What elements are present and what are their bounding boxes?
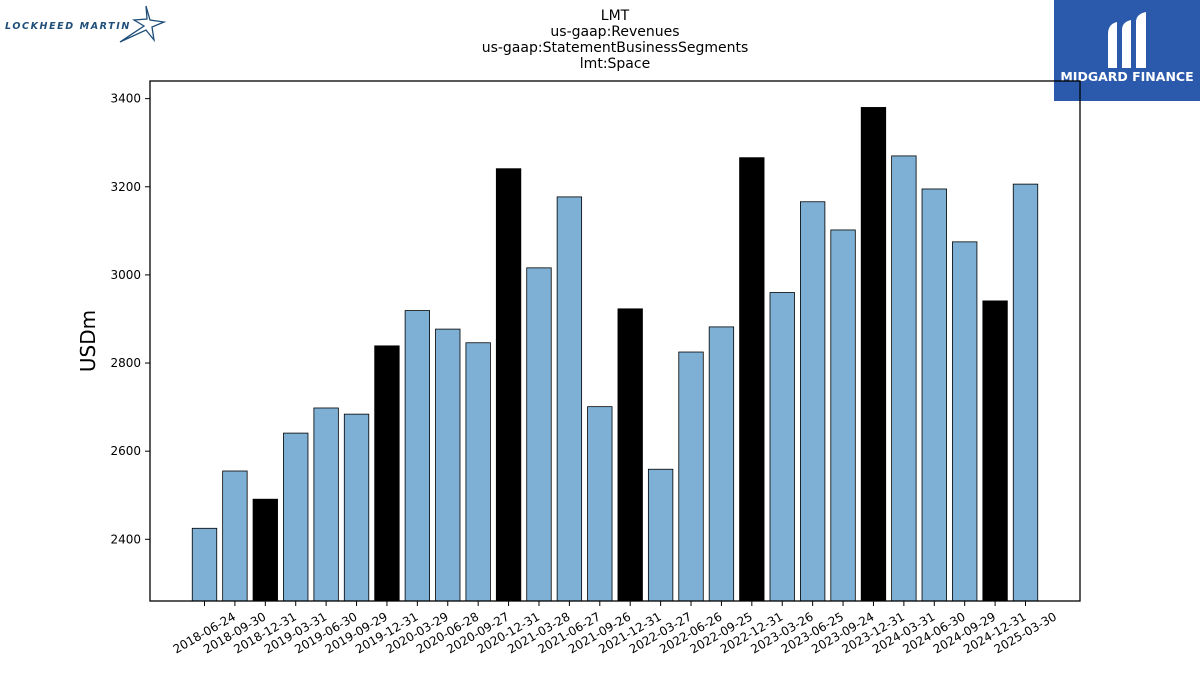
bar-2022-03-27 bbox=[647, 468, 674, 602]
plot-frame bbox=[149, 80, 1081, 602]
bar-2019-12-31 bbox=[374, 345, 400, 602]
y-tick-label: 3000 bbox=[110, 268, 141, 282]
chart-title-line: LMT bbox=[601, 8, 630, 24]
y-tick-label: 3200 bbox=[110, 180, 141, 194]
y-tick-label: 2800 bbox=[110, 356, 141, 370]
chart-title-line: lmt:Space bbox=[580, 56, 650, 72]
bar-2025-03-30 bbox=[1012, 183, 1039, 602]
midgard-finance-logo: MIDGARD FINANCE bbox=[1054, 0, 1200, 101]
bar-2020-03-29 bbox=[404, 310, 431, 602]
bar-2022-09-25 bbox=[708, 326, 735, 602]
bar-2021-03-28 bbox=[526, 267, 552, 602]
lockheed-martin-logo-text: LOCKHEED MARTIN bbox=[5, 21, 131, 32]
bar-2018-06-24 bbox=[191, 527, 218, 602]
bar-2018-09-30 bbox=[222, 470, 248, 602]
bar-2024-06-30 bbox=[921, 188, 947, 602]
bar-2023-09-24 bbox=[830, 229, 856, 602]
chart-title-line: us-gaap:Revenues bbox=[550, 24, 679, 40]
bar-2020-06-28 bbox=[435, 328, 461, 602]
midgard-mark-icon bbox=[1108, 12, 1146, 68]
bar-2024-12-31 bbox=[982, 300, 1008, 602]
bar-2019-03-31 bbox=[283, 432, 309, 602]
bar-2020-09-27 bbox=[465, 342, 491, 602]
bar-2023-03-26 bbox=[769, 292, 795, 602]
bar-2022-06-26 bbox=[678, 351, 704, 602]
lockheed-martin-logo: LOCKHEED MARTIN bbox=[5, 5, 167, 43]
bar-2020-12-31 bbox=[495, 168, 522, 602]
midgard-logo-text: MIDGARD FINANCE bbox=[1060, 69, 1193, 84]
bar-2019-06-30 bbox=[313, 407, 339, 602]
bar-2024-09-29 bbox=[952, 241, 978, 602]
y-axis-label: USDm bbox=[76, 310, 100, 372]
x-axis: 2018-06-242018-09-302018-12-312019-03-31… bbox=[171, 601, 1059, 656]
y-axis: 2400 2600 2800 3000 3200 3400 bbox=[110, 92, 150, 546]
bar-2021-12-31 bbox=[617, 308, 643, 602]
y-tick-label: 2600 bbox=[110, 444, 141, 458]
chart-title-line: us-gaap:StatementBusinessSegments bbox=[482, 40, 749, 56]
bar-2021-09-26 bbox=[587, 406, 613, 602]
star-icon bbox=[119, 5, 167, 43]
bars bbox=[191, 107, 1039, 602]
bar-2019-09-29 bbox=[343, 413, 370, 602]
bar-2023-12-31 bbox=[860, 107, 887, 602]
y-tick-label: 3400 bbox=[110, 92, 141, 106]
y-tick-label: 2400 bbox=[110, 532, 141, 546]
bar-2023-06-25 bbox=[800, 201, 826, 602]
bar-2021-06-27 bbox=[556, 196, 583, 602]
bar-2022-12-31 bbox=[739, 157, 765, 602]
bar-2018-12-31 bbox=[252, 498, 278, 602]
bar-2024-03-31 bbox=[891, 155, 917, 602]
chart-title: LMTus-gaap:Revenuesus-gaap:StatementBusi… bbox=[482, 8, 749, 72]
